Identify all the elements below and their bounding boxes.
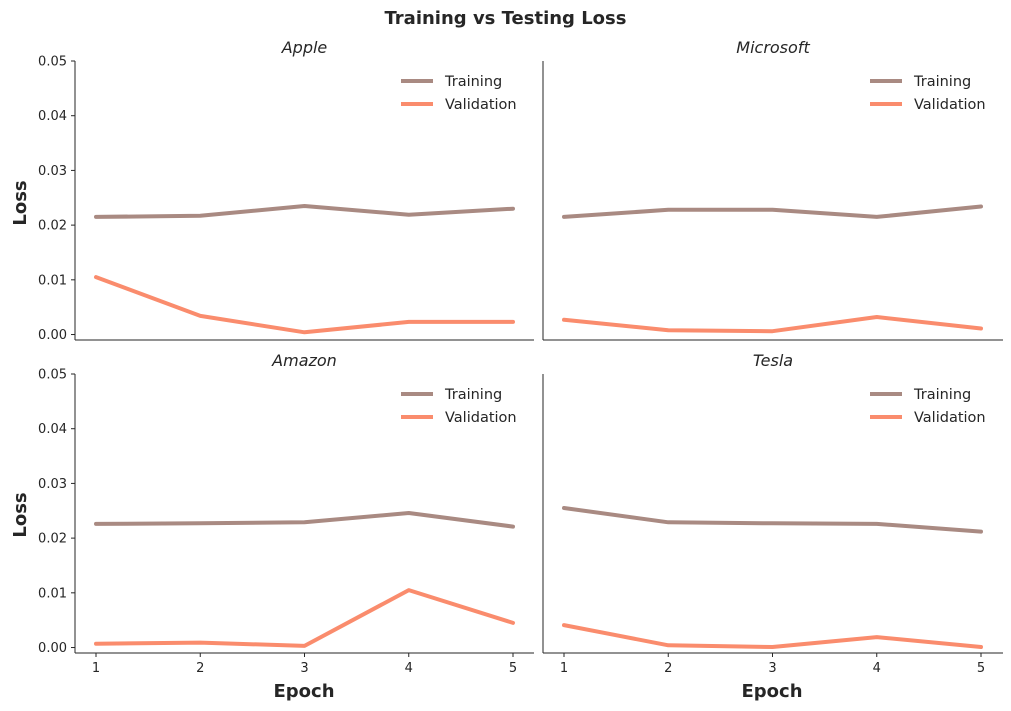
y-tick-label: 0.03 [38, 164, 67, 179]
y-tick-label: 0.03 [38, 477, 67, 492]
legend-label-training: Training [913, 387, 971, 403]
series-line-validation [94, 275, 515, 335]
chart-title: Training vs Testing Loss [385, 8, 627, 29]
y-tick-label: 0.05 [38, 368, 67, 383]
y-tick-label: 0.02 [38, 532, 67, 547]
y-tick-label: 0.05 [38, 55, 67, 70]
series-line-validation [562, 315, 983, 334]
x-tick-label: 2 [196, 661, 204, 676]
panel-apple: Apple 0.00 0.01 0.02 0.03 0.04 0.05 Training Val… [38, 38, 534, 343]
legend-label-validation: Validation [445, 410, 517, 426]
x-axis-label-left: Epoch [273, 681, 334, 702]
y-tick-label: 0.04 [38, 109, 67, 124]
x-tick-label: 3 [768, 661, 776, 676]
legend-label-training: Training [913, 74, 971, 90]
panel-title-microsoft: Microsoft [736, 38, 810, 57]
x-axis-label-right: Epoch [741, 681, 802, 702]
subplot-grid: Apple 0.00 0.01 0.02 0.03 0.04 0.05 Training Val… [38, 38, 1003, 676]
y-tick-label: 0.04 [38, 422, 67, 437]
x-tick-label: 1 [560, 661, 568, 676]
y-tick-label: 0.02 [38, 219, 67, 234]
panel-tesla: Tesla 1 2 3 4 5 Training Validation [542, 351, 1003, 676]
y-axis-label-bottom: Loss [10, 492, 31, 537]
y-axis-label-top: Loss [10, 180, 31, 225]
legend-label-validation: Validation [914, 97, 986, 113]
series-line-validation [94, 588, 515, 648]
y-tick-label: 0.00 [38, 641, 67, 656]
series-line-validation [562, 623, 983, 649]
y-tick-label: 0.01 [38, 273, 67, 288]
x-tick-label: 3 [300, 661, 308, 676]
x-tick-label: 5 [509, 661, 517, 676]
legend-label-validation: Validation [914, 410, 986, 426]
series-line-training [94, 511, 515, 529]
x-tick-label: 4 [405, 661, 413, 676]
panel-title-tesla: Tesla [753, 351, 793, 370]
series-line-training [562, 204, 983, 219]
x-tick-label: 2 [664, 661, 672, 676]
panel-microsoft: Microsoft Training Validation [542, 38, 1003, 341]
panel-amazon: Amazon 0.00 0.01 0.02 0.03 0.04 0.05 1 2 3 4 5 Train… [38, 351, 534, 676]
panel-title-apple: Apple [281, 38, 328, 57]
y-tick-label: 0.01 [38, 586, 67, 601]
legend-label-training: Training [444, 74, 502, 90]
series-line-training [562, 506, 983, 534]
series-line-training [94, 204, 515, 219]
legend-label-training: Training [444, 387, 502, 403]
y-tick-label: 0.00 [38, 328, 67, 343]
x-tick-label: 1 [92, 661, 100, 676]
x-tick-label: 5 [977, 661, 985, 676]
panel-title-amazon: Amazon [271, 351, 337, 370]
legend-label-validation: Validation [445, 97, 517, 113]
x-tick-label: 4 [873, 661, 881, 676]
